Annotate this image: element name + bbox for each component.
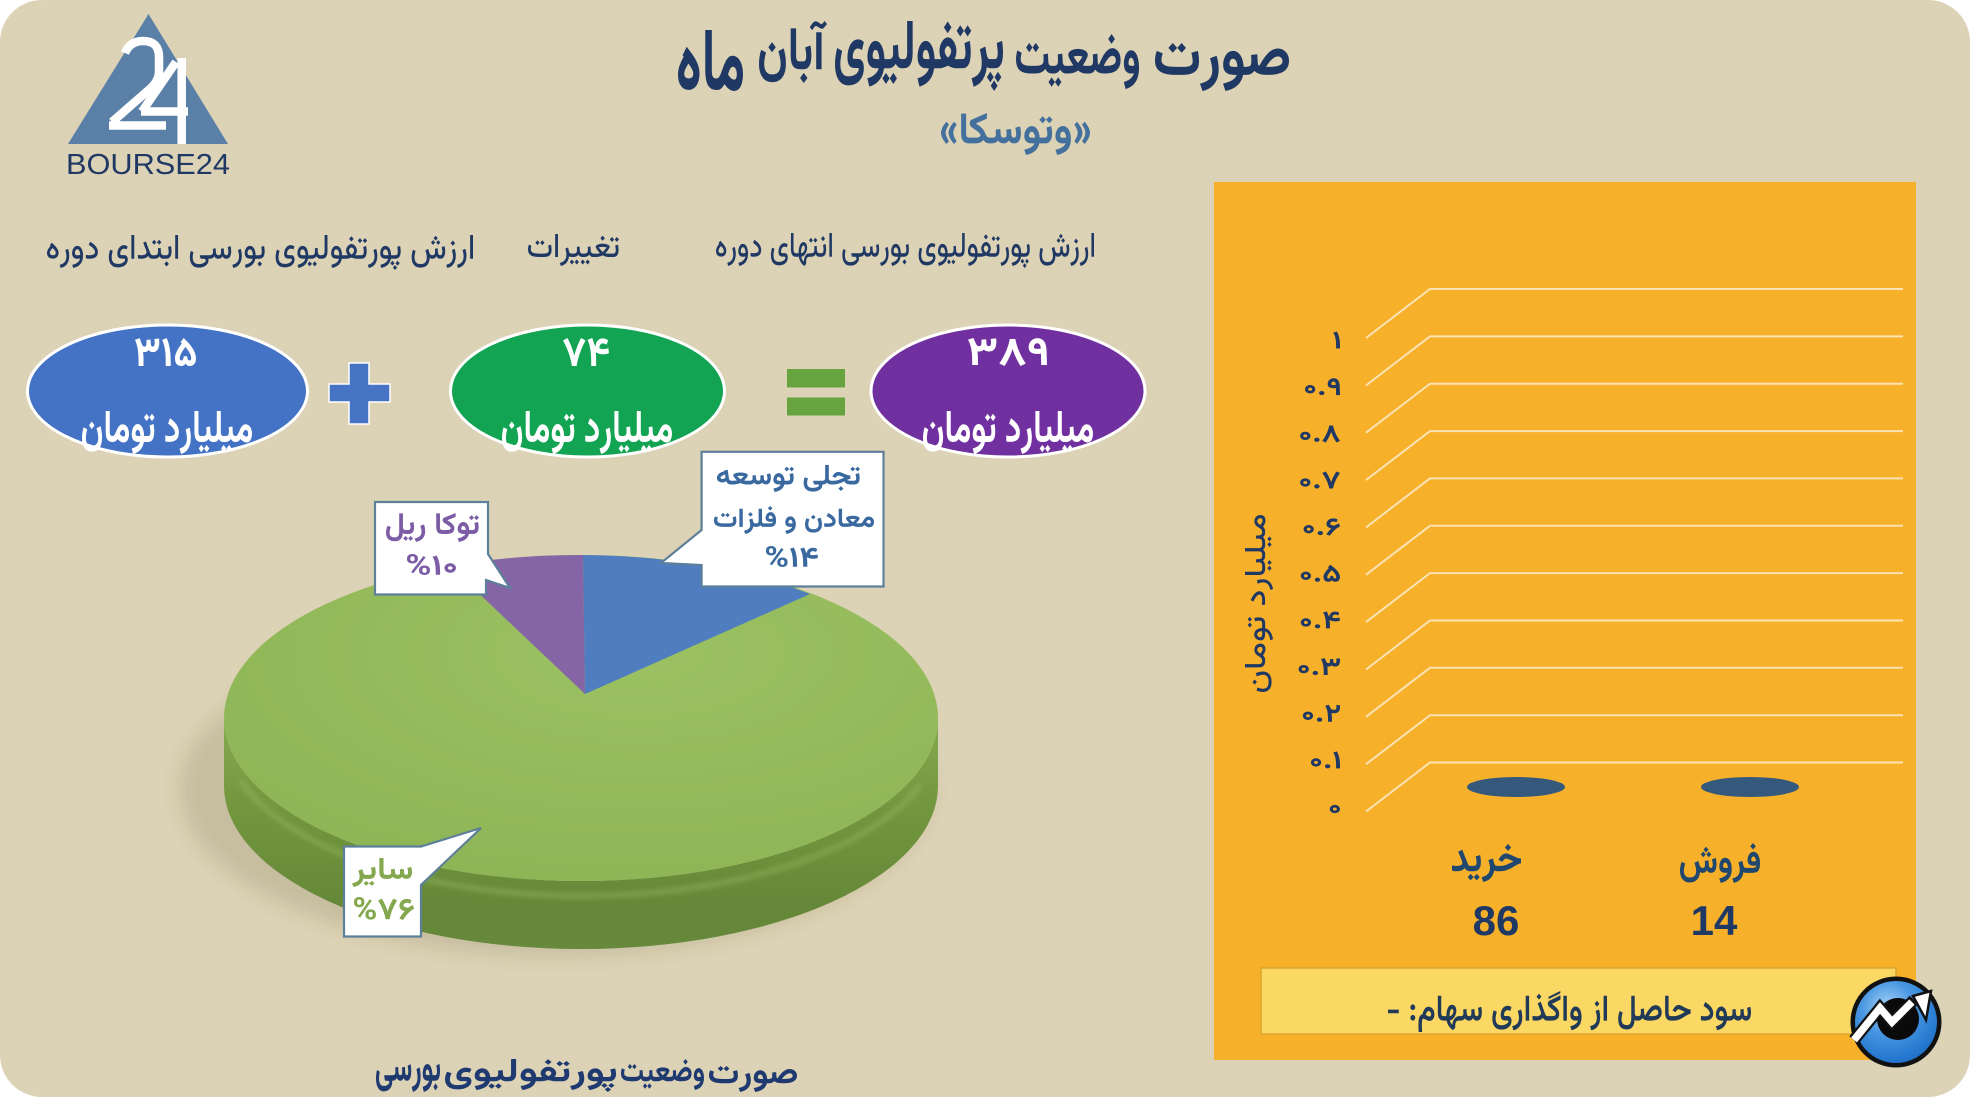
svg-text:86: 86 xyxy=(1473,897,1520,944)
svg-text:BOURSE24: BOURSE24 xyxy=(66,149,230,181)
svg-text:14: 14 xyxy=(1691,897,1738,944)
